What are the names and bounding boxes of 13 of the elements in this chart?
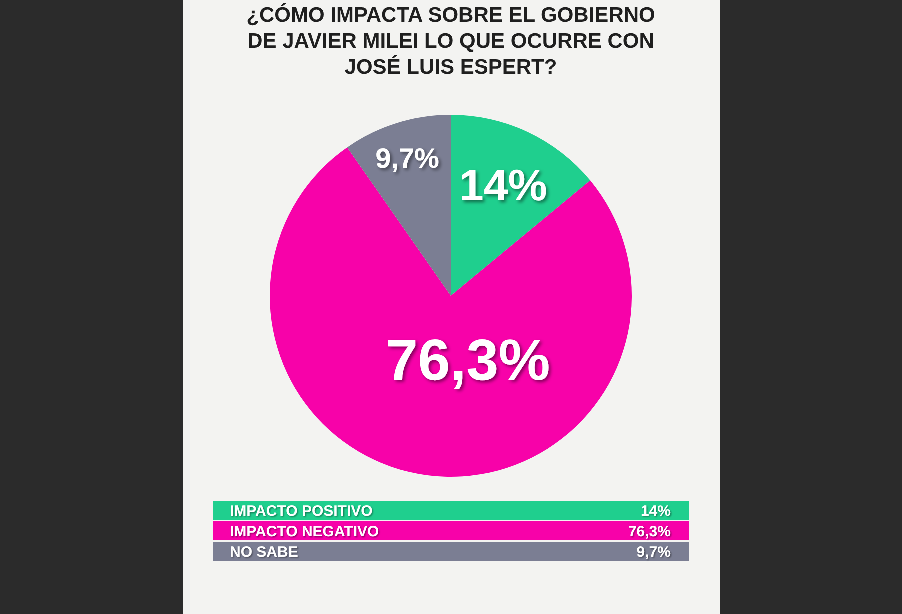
text: 76,3% [628,523,671,540]
text: 14% [640,502,671,520]
data-label: 76,3% [386,328,550,393]
data-label: 14% [459,161,548,210]
data-label: 9,7% [376,142,440,174]
text: 9,7% [636,544,671,561]
pie-slice [270,148,632,477]
chart-title: ¿CÓMO IMPACTA SOBRE EL GOBIERNO DE JAVIER MILEI LO QUE OCURRE CON JOSÉ LUIS ESPERT? [246,3,656,79]
pie-slice [347,115,451,296]
legend-label: IMPACTO POSITIVO [230,502,374,520]
pie-slice [451,115,590,296]
legend-label: NO SABE [230,544,298,561]
legend-label: IMPACTO NEGATIVO [230,523,380,540]
